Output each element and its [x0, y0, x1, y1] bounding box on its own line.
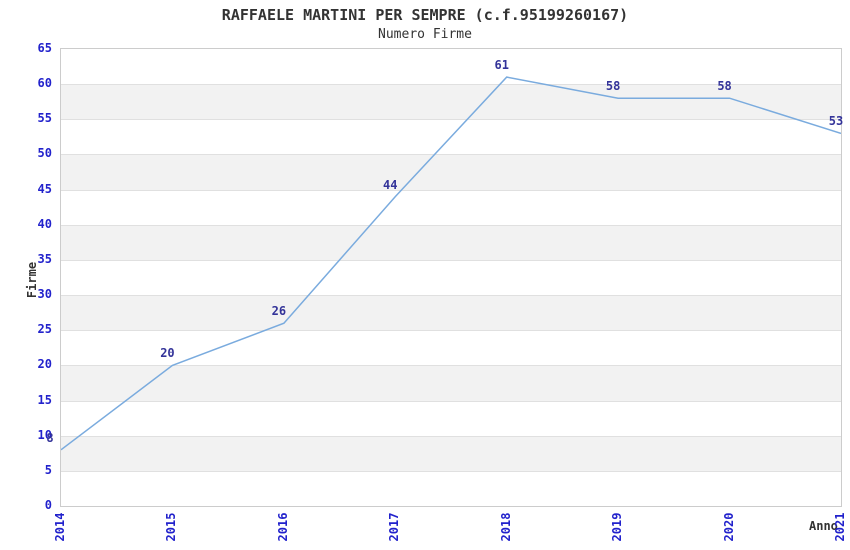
data-label: 26 — [271, 304, 287, 319]
gridline — [61, 224, 841, 226]
y-tick-label: 20 — [37, 357, 52, 372]
data-line-svg — [61, 76, 841, 451]
gridline — [61, 295, 841, 297]
gridline — [61, 259, 841, 261]
y-tick-label: 0 — [44, 498, 52, 512]
grid-band — [61, 49, 841, 85]
grid-band — [61, 189, 841, 225]
x-axis-label: Anno — [809, 519, 838, 533]
y-tick-label: 60 — [37, 76, 52, 91]
gridline — [61, 154, 841, 156]
x-tick-label: 2020 — [721, 512, 736, 542]
grid-band — [61, 84, 841, 120]
grid-band — [61, 400, 841, 436]
y-tick-label: 15 — [37, 392, 52, 407]
grid-band — [61, 154, 841, 190]
y-tick-label: 10 — [37, 427, 52, 442]
x-tick-label: 2015 — [164, 512, 179, 542]
y-tick-label: 55 — [37, 111, 52, 126]
data-label: 61 — [494, 58, 509, 73]
grid-band — [61, 365, 841, 401]
data-label: 58 — [717, 79, 732, 94]
grid-band — [61, 259, 841, 296]
x-tick-label: 2021 — [833, 512, 847, 542]
grid-band — [61, 330, 841, 366]
y-tick-label: 65 — [37, 41, 52, 55]
data-label: 20 — [160, 346, 175, 361]
data-label: 44 — [383, 177, 398, 192]
gridline — [61, 119, 841, 121]
y-tick-label: 45 — [37, 181, 52, 196]
gridline — [61, 84, 841, 86]
plot-area — [60, 48, 842, 507]
gridline — [61, 470, 841, 472]
chart-title: RAFFAELE MARTINI PER SEMPRE (c.f.9519926… — [221, 6, 629, 24]
chart-subtitle: Numero Firme — [378, 27, 472, 42]
gridline — [61, 435, 841, 437]
x-tick-label: 2014 — [53, 512, 67, 542]
y-tick-label: 30 — [37, 287, 52, 302]
x-tick-label: 2017 — [387, 512, 402, 542]
data-label: 8 — [46, 430, 54, 445]
gridline — [61, 330, 841, 332]
gridline — [61, 189, 841, 191]
grid-band — [61, 435, 841, 471]
x-tick-label: 2019 — [610, 512, 625, 542]
data-line — [61, 76, 841, 451]
x-tick-label: 2018 — [498, 512, 513, 542]
y-tick-label: 25 — [37, 322, 52, 337]
x-tick-label: 2016 — [275, 512, 290, 542]
y-tick-label: 50 — [37, 146, 52, 161]
data-label: 58 — [605, 79, 621, 94]
gridline — [61, 365, 841, 367]
grid-band — [61, 295, 841, 331]
gridline — [61, 400, 841, 402]
y-tick-label: 5 — [44, 462, 52, 477]
y-tick-label: 40 — [37, 216, 52, 231]
grid-band — [61, 224, 841, 260]
y-tick-label: 35 — [37, 251, 52, 266]
grid-band — [61, 470, 841, 506]
data-label: 53 — [828, 114, 844, 129]
